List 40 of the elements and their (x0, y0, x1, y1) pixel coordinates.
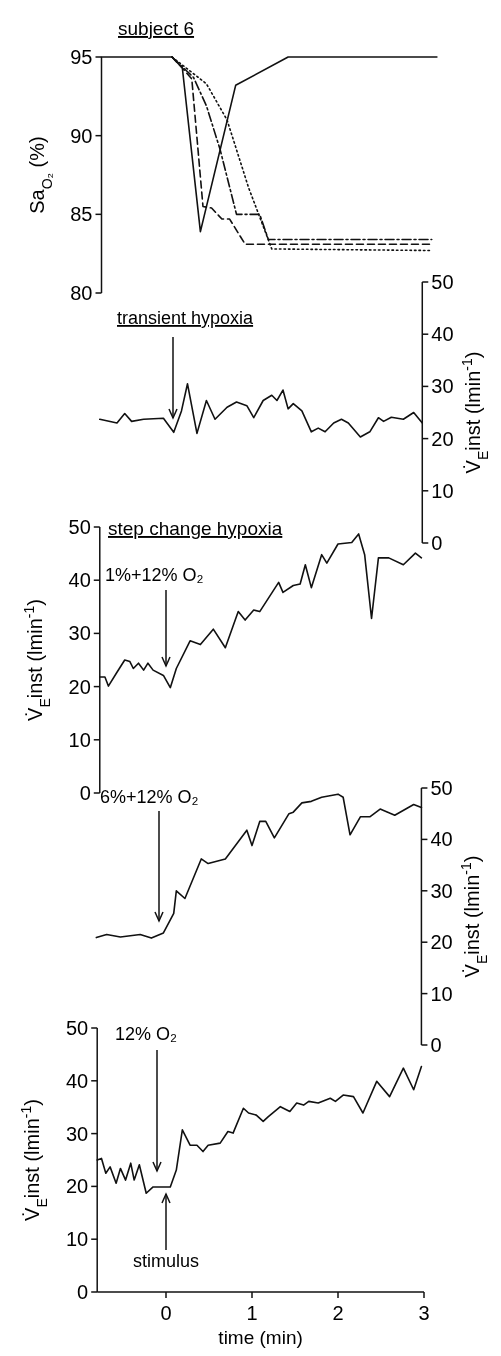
y-tick-label: 30 (68, 622, 91, 645)
annotation: 12% O₂ (115, 1024, 178, 1044)
y2-tick-label: 30 (431, 375, 454, 398)
y-tick-label: 0 (79, 782, 91, 804)
y2-tick-label: 10 (431, 479, 454, 502)
x-tick-label: 2 (332, 1302, 344, 1324)
y2-tick-label: 0 (430, 1034, 442, 1056)
y-tick-label: 30 (65, 1122, 89, 1145)
y2-tick-label: 30 (430, 879, 453, 902)
y-tick-label: 90 (70, 124, 93, 147)
x-tick-label: 1 (246, 1302, 258, 1324)
y-tick-label: 10 (68, 728, 91, 751)
x-tick-label: 0 (160, 1302, 172, 1324)
y-tick-label: 20 (65, 1175, 89, 1198)
chart-title: step change hypoxia (108, 518, 283, 539)
y-tick-label: 80 (70, 282, 93, 304)
annotation: 6%+12% O₂ (100, 787, 199, 807)
y2-tick-label: 40 (430, 828, 453, 851)
chart-title: subject 6 (118, 18, 195, 39)
y-tick-label: 85 (70, 203, 93, 226)
y-tick-label: 50 (68, 516, 91, 538)
y2-tick-label: 20 (431, 427, 454, 450)
y-tick-label: 95 (70, 46, 93, 68)
y-tick-label: 0 (77, 1281, 89, 1303)
y2-tick-label: 50 (431, 271, 454, 293)
annotation: stimulus (132, 1251, 200, 1271)
annotation: transient hypoxia (117, 308, 255, 328)
y2-tick-label: 10 (430, 982, 453, 1005)
y-tick-label: 40 (65, 1069, 89, 1092)
annotation: 1%+12% O₂ (105, 565, 204, 585)
y-tick-label: 50 (65, 1017, 89, 1039)
y2-tick-label: 20 (430, 931, 453, 954)
y2-tick-label: 0 (431, 532, 443, 554)
y-tick-label: 40 (68, 569, 91, 592)
y2-tick-label: 50 (430, 777, 453, 799)
y-tick-label: 10 (65, 1228, 89, 1251)
x-tick-label: 3 (418, 1302, 430, 1324)
x-axis-title: time (min) (218, 1327, 303, 1348)
y-tick-label: 20 (68, 675, 91, 698)
y2-tick-label: 40 (431, 323, 454, 346)
